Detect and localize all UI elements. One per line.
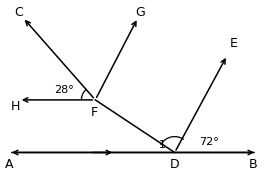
Text: 1: 1 [159, 139, 166, 150]
Text: H: H [10, 100, 20, 113]
Text: E: E [230, 37, 238, 50]
Text: G: G [135, 6, 145, 19]
Text: A: A [5, 158, 13, 171]
Text: D: D [170, 158, 179, 171]
Text: B: B [249, 158, 257, 171]
Text: 72°: 72° [199, 136, 219, 147]
Text: F: F [91, 106, 98, 119]
Text: C: C [14, 6, 23, 19]
Text: 28°: 28° [54, 85, 73, 95]
